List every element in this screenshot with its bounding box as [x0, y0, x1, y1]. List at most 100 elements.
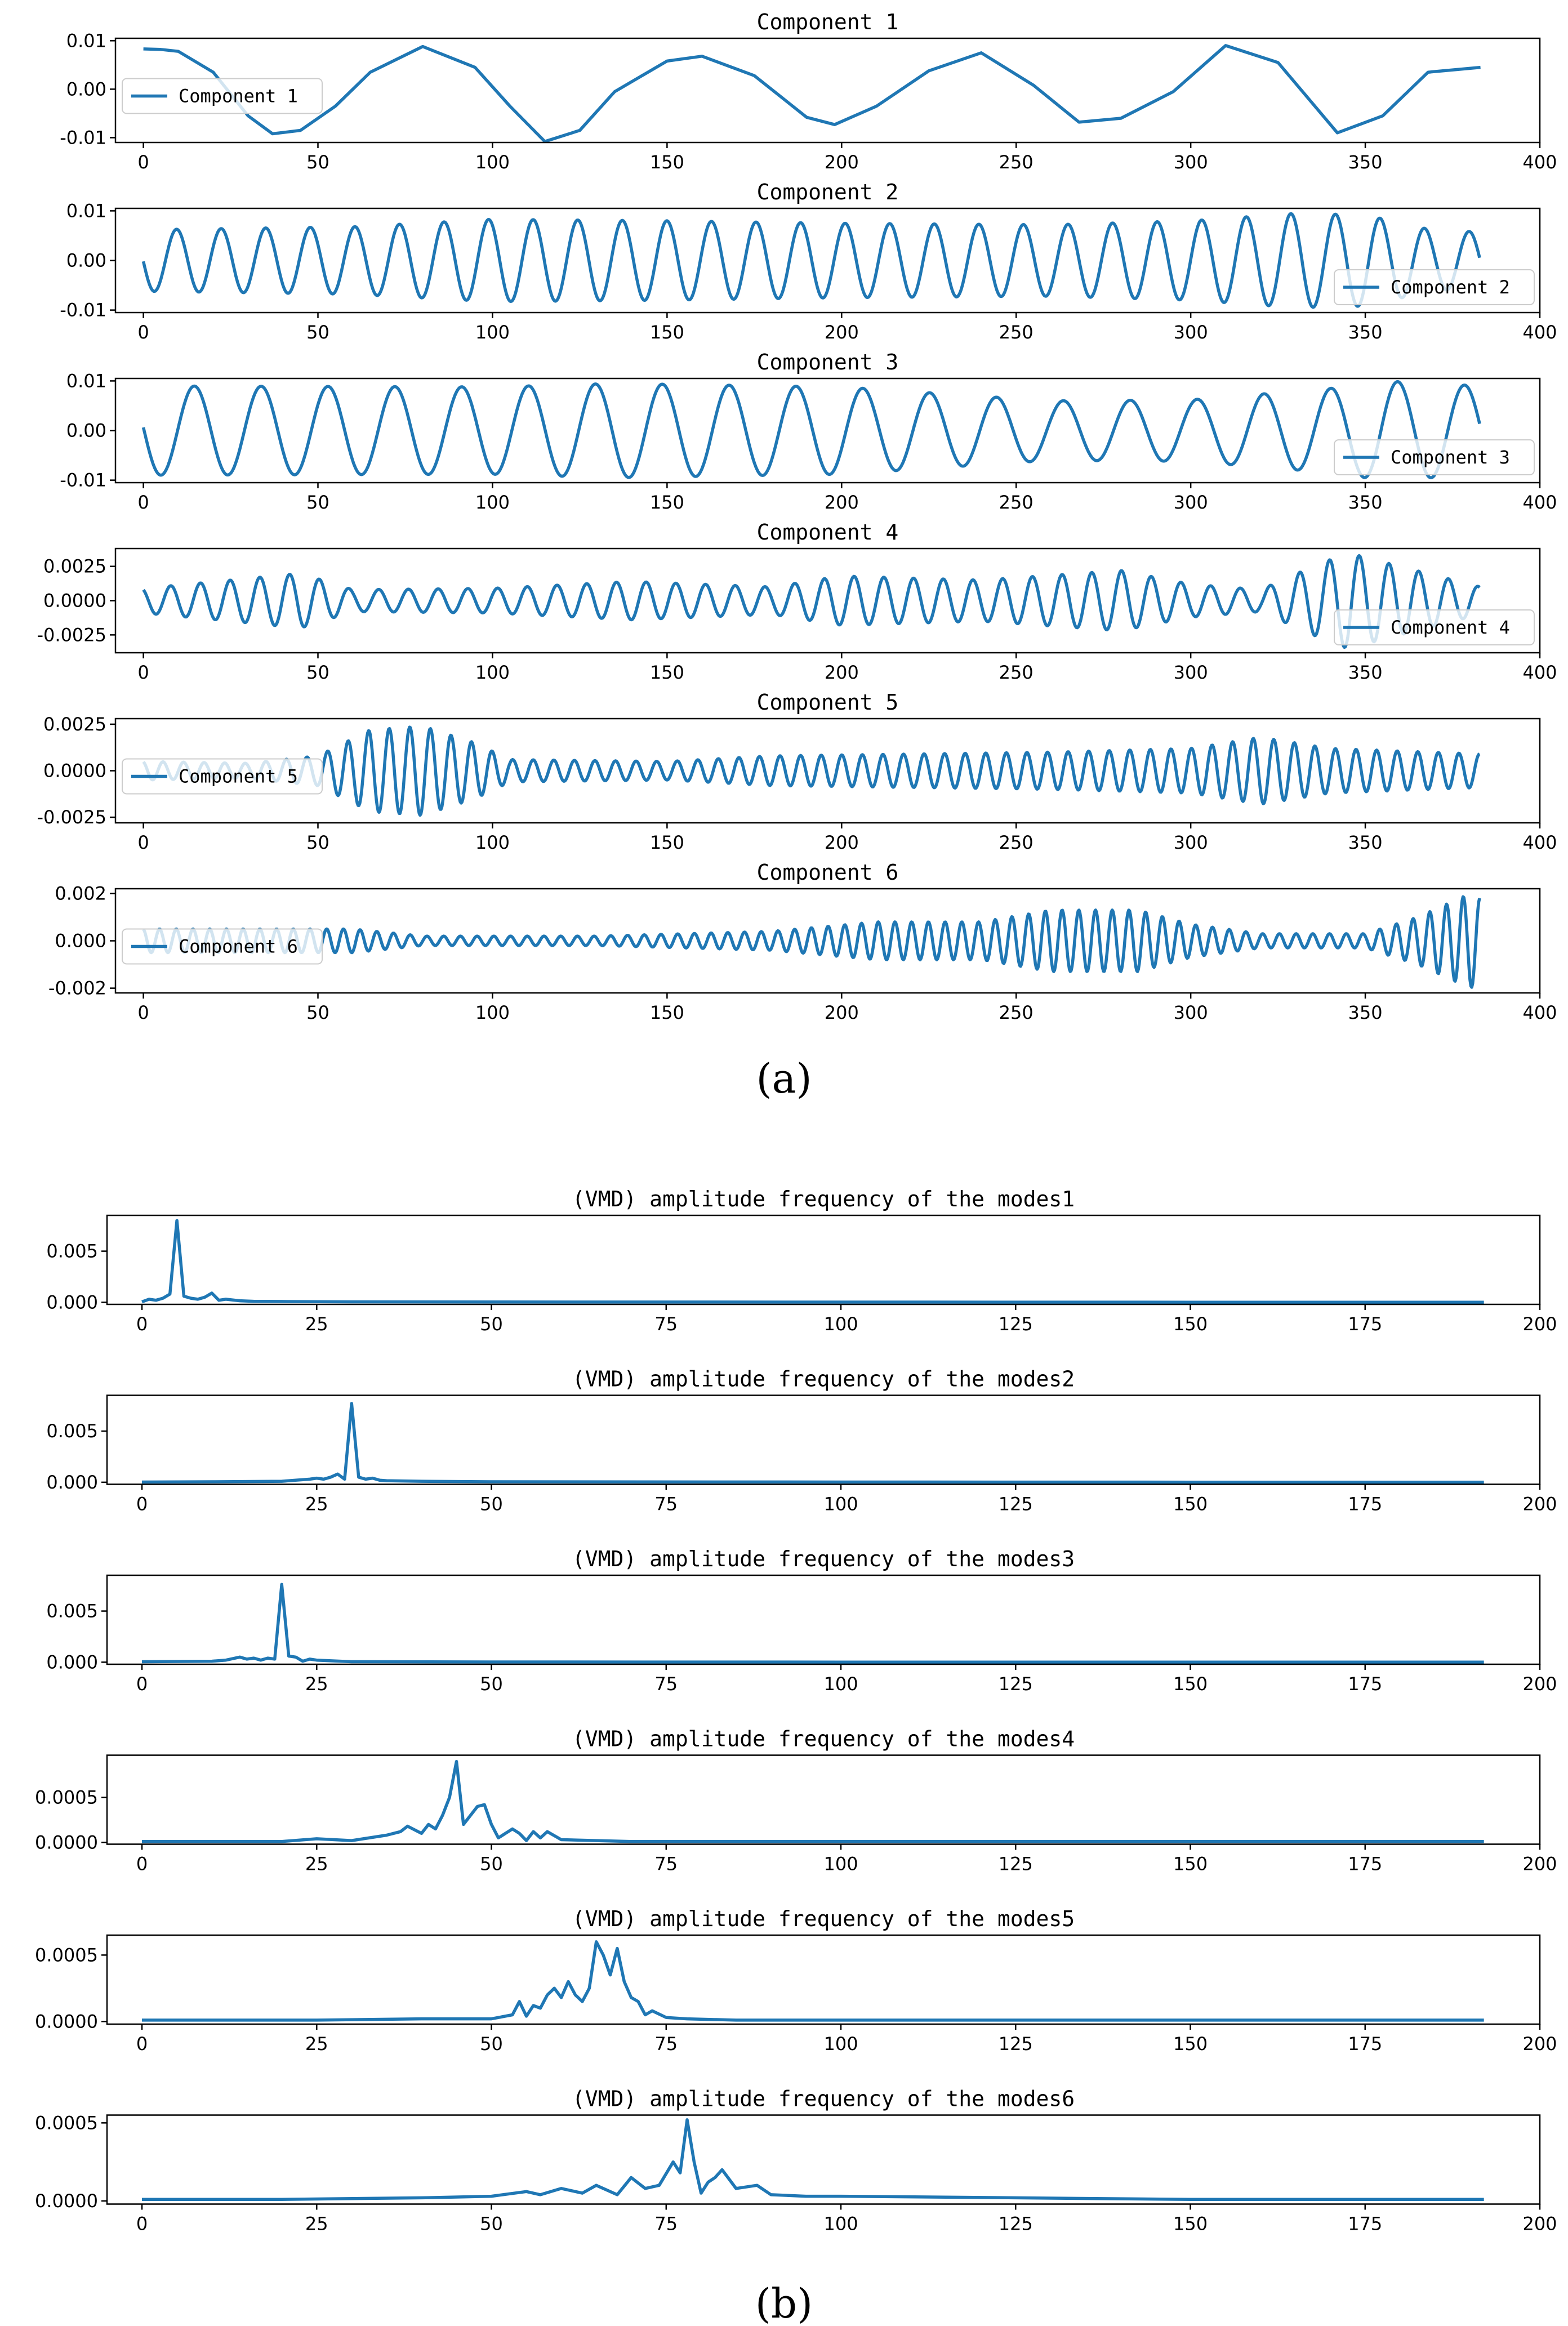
x-tick-label: 150 [1173, 2213, 1208, 2235]
x-tick-label: 125 [999, 1313, 1033, 1335]
x-tick-label: 175 [1348, 1853, 1382, 1875]
x-tick-label: 150 [1173, 1494, 1208, 1515]
x-tick-label: 200 [825, 151, 859, 173]
x-tick-label: 0 [137, 322, 149, 343]
x-tick-label: 400 [1522, 662, 1557, 683]
subplot-9: (VMD) amplitude frequency of the modes3 0… [46, 1547, 1557, 1695]
x-tick-label: 150 [1173, 2033, 1208, 2055]
x-tick-label: 200 [1522, 2033, 1557, 2055]
series-line [141, 1583, 1484, 1664]
y-tick-label: 0.005 [46, 1241, 98, 1262]
x-tick-label: 250 [999, 492, 1034, 513]
subplot-7: (VMD) amplitude frequency of the modes1 0… [46, 1187, 1557, 1335]
x-tick-label: 0 [136, 1853, 148, 1875]
legend: Component 3 [1334, 439, 1535, 475]
subplot-2: Component 2 0 50 100 150 200 250 300 350 400 0.01 0… [60, 180, 1557, 343]
x-tick-label: 100 [475, 322, 510, 343]
x-tick-label: 0 [137, 151, 149, 173]
x-tick-label: 175 [1348, 2213, 1382, 2235]
legend-label: Component 5 [179, 766, 298, 787]
panel-label-a: (a) [756, 1055, 812, 1102]
subplot-6: Component 6 0 50 100 150 200 250 300 350 400 0.002… [48, 860, 1557, 1023]
y-tick-label: -0.0025 [37, 624, 106, 645]
legend-box [122, 758, 323, 795]
x-tick-label: 200 [1522, 2213, 1557, 2235]
y-tick-label: -0.0025 [37, 806, 106, 828]
x-tick-label: 200 [1522, 1673, 1557, 1695]
x-tick-label: 150 [1173, 1313, 1208, 1335]
y-tick-label: 0.01 [66, 30, 106, 51]
y-tick-label: 0.01 [66, 200, 106, 221]
x-tick-label: 100 [823, 1494, 858, 1515]
x-tick-label: 400 [1522, 322, 1557, 343]
x-tick-label: 50 [306, 832, 329, 853]
chart-panels: Component 10 50 100 150 200 250 300 350 4000.010… [35, 10, 1557, 2235]
x-tick-label: 0 [137, 492, 149, 513]
y-tick-label: 0.005 [46, 1420, 98, 1442]
x-tick-label: 350 [1348, 492, 1383, 513]
legend: Component 4 [1334, 609, 1535, 645]
axes-frame [106, 1214, 1541, 1305]
x-tick-label: 100 [475, 662, 510, 683]
subplot-title: Component 3 [757, 350, 899, 375]
x-tick-label: 250 [999, 322, 1034, 343]
x-tick-label: 100 [475, 151, 510, 173]
series-line [142, 725, 1481, 817]
x-tick-label: 200 [825, 832, 859, 853]
x-tick-label: 400 [1522, 1002, 1557, 1023]
legend: Component 5 [122, 758, 323, 795]
subplot-5: Component 5 0 50 100 150 200 250 300 350 400 0.002… [37, 690, 1557, 853]
legend-box [1334, 609, 1535, 645]
subplot-8: (VMD) amplitude frequency of the modes2 0… [46, 1367, 1557, 1515]
axes-frame [106, 1934, 1541, 2025]
y-tick-label: 0.005 [46, 1601, 98, 1622]
subplot-title: Component 5 [757, 690, 899, 715]
x-tick-label: 350 [1348, 662, 1383, 683]
axes-frame [106, 1754, 1541, 1845]
x-tick-label: 400 [1522, 492, 1557, 513]
x-tick-label: 100 [475, 832, 510, 853]
subplot-title: (VMD) amplitude frequency of the modes2 [572, 1367, 1075, 1392]
series-line [141, 212, 1481, 309]
x-tick-label: 125 [999, 2213, 1033, 2235]
x-tick-label: 350 [1348, 832, 1383, 853]
x-tick-label: 150 [650, 151, 684, 173]
y-tick-label: -0.002 [48, 978, 106, 999]
subplot-12: (VMD) amplitude frequency of the modes6 0… [35, 2087, 1557, 2235]
subplot-title: (VMD) amplitude frequency of the modes1 [572, 1187, 1075, 1211]
x-tick-label: 200 [1522, 1853, 1557, 1875]
legend-box [1334, 269, 1535, 305]
x-tick-label: 75 [654, 1853, 678, 1875]
x-tick-label: 350 [1348, 322, 1383, 343]
x-tick-label: 50 [306, 492, 329, 513]
x-tick-label: 150 [650, 322, 684, 343]
x-tick-label: 25 [305, 1313, 328, 1335]
y-tick-label: 0.0000 [35, 2190, 98, 2212]
x-tick-label: 300 [1174, 151, 1208, 173]
y-tick-label: 0.00 [66, 78, 106, 100]
x-tick-label: 100 [475, 492, 510, 513]
y-tick-label: 0.0000 [43, 760, 106, 782]
x-tick-label: 250 [999, 832, 1034, 853]
x-tick-label: 100 [823, 2033, 858, 2055]
x-tick-label: 200 [1522, 1313, 1557, 1335]
y-tick-label: 0.000 [46, 1472, 98, 1493]
y-tick-label: 0.0000 [43, 590, 106, 612]
x-tick-label: 175 [1348, 1494, 1382, 1515]
x-tick-label: 0 [136, 1494, 148, 1515]
subplot-title: Component 1 [757, 10, 899, 34]
y-tick-label: 0.000 [55, 930, 106, 952]
x-tick-label: 125 [999, 1853, 1033, 1875]
x-tick-label: 250 [999, 662, 1034, 683]
subplot-title: (VMD) amplitude frequency of the modes5 [572, 1906, 1075, 1931]
x-tick-label: 0 [136, 1673, 148, 1695]
x-tick-label: 50 [480, 1494, 503, 1515]
x-tick-label: 125 [999, 1494, 1033, 1515]
x-tick-label: 75 [654, 2213, 678, 2235]
x-tick-label: 175 [1348, 2033, 1382, 2055]
x-tick-label: 0 [136, 2213, 148, 2235]
series-line [142, 1759, 1484, 1843]
x-tick-label: 200 [1522, 1494, 1557, 1515]
x-tick-label: 150 [650, 1002, 684, 1023]
x-tick-label: 200 [825, 492, 859, 513]
